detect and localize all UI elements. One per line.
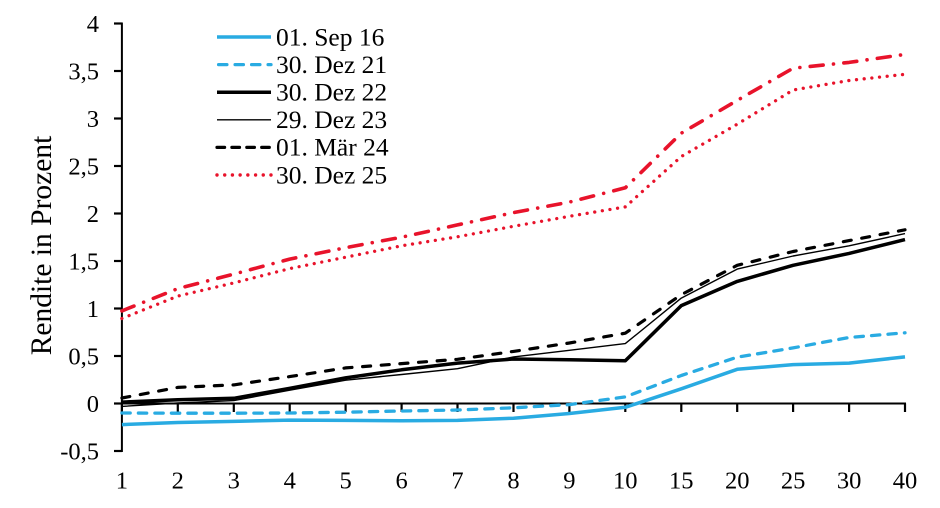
svg-text:Rendite in Prozent: Rendite in Prozent xyxy=(26,135,58,355)
svg-text:6: 6 xyxy=(395,467,407,494)
svg-text:10: 10 xyxy=(613,467,638,494)
svg-text:0: 0 xyxy=(87,391,99,418)
svg-text:4: 4 xyxy=(284,467,296,494)
svg-text:9: 9 xyxy=(563,467,575,494)
svg-text:3,5: 3,5 xyxy=(68,59,99,86)
svg-text:30. Dez 21: 30. Dez 21 xyxy=(276,50,387,79)
svg-text:1: 1 xyxy=(87,296,99,323)
svg-text:2,5: 2,5 xyxy=(68,154,99,181)
svg-text:1: 1 xyxy=(116,467,128,494)
svg-text:2: 2 xyxy=(172,467,184,494)
svg-text:15: 15 xyxy=(669,467,694,494)
svg-text:40: 40 xyxy=(893,467,918,494)
svg-text:3: 3 xyxy=(87,106,99,133)
svg-text:01. Sep 16: 01. Sep 16 xyxy=(276,22,384,51)
svg-text:29. Dez 23: 29. Dez 23 xyxy=(276,105,387,134)
svg-text:8: 8 xyxy=(507,467,519,494)
svg-text:0,5: 0,5 xyxy=(68,344,99,371)
svg-text:4: 4 xyxy=(87,11,99,38)
svg-text:1,5: 1,5 xyxy=(68,249,99,276)
svg-text:01. Mär 24: 01. Mär 24 xyxy=(276,133,389,162)
svg-text:25: 25 xyxy=(781,467,806,494)
svg-text:5: 5 xyxy=(339,467,351,494)
svg-text:30. Dez 25: 30. Dez 25 xyxy=(276,160,387,189)
svg-text:3: 3 xyxy=(228,467,240,494)
svg-text:30: 30 xyxy=(837,467,862,494)
svg-text:-0,5: -0,5 xyxy=(60,439,99,466)
svg-text:30. Dez 22: 30. Dez 22 xyxy=(276,78,387,107)
svg-text:7: 7 xyxy=(451,467,463,494)
svg-text:2: 2 xyxy=(87,201,99,228)
svg-text:20: 20 xyxy=(725,467,750,494)
